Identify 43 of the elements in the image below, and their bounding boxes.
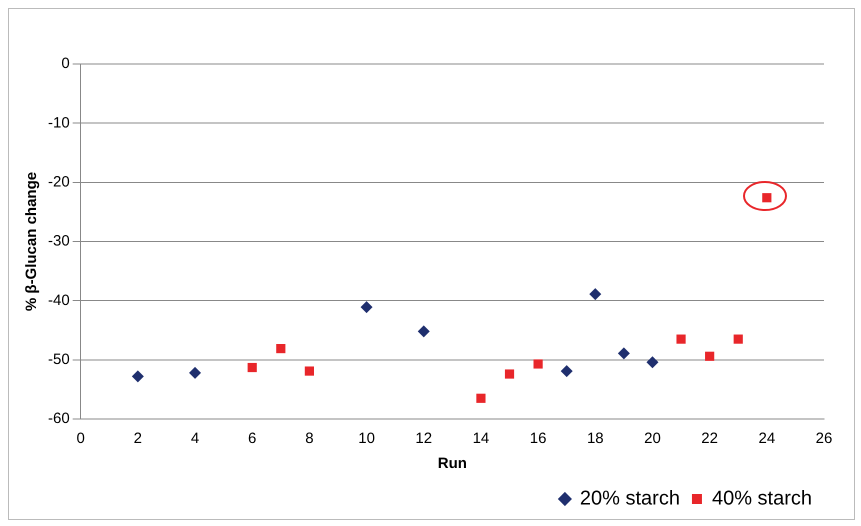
point bbox=[646, 356, 658, 368]
point bbox=[304, 366, 314, 376]
x-axis-title: Run bbox=[438, 455, 467, 472]
x-tick-label: 16 bbox=[530, 430, 546, 448]
y-tick-label: -20 bbox=[48, 173, 70, 190]
point bbox=[476, 394, 486, 403]
point bbox=[276, 344, 286, 354]
x-tick-label: 10 bbox=[358, 430, 375, 448]
y-tick-label: -30 bbox=[48, 232, 70, 250]
y-tick-label: -40 bbox=[48, 292, 70, 309]
point bbox=[762, 193, 772, 202]
x-tick-label: 26 bbox=[816, 430, 832, 448]
legend-label: 20% starch bbox=[580, 488, 680, 510]
legend-label: 40% starch bbox=[712, 488, 812, 510]
y-tick-label: -50 bbox=[48, 350, 70, 368]
point bbox=[705, 352, 714, 361]
x-tick-label: 8 bbox=[305, 430, 314, 448]
point bbox=[360, 301, 373, 314]
point bbox=[676, 334, 686, 344]
point bbox=[418, 325, 430, 338]
point bbox=[189, 366, 202, 379]
point bbox=[504, 369, 514, 379]
point bbox=[589, 288, 602, 300]
point bbox=[132, 370, 144, 382]
point bbox=[248, 362, 257, 372]
x-tick-label: 12 bbox=[415, 430, 432, 448]
x-tick-label: 22 bbox=[701, 430, 718, 448]
x-tick-label: 24 bbox=[758, 430, 776, 448]
y-tick-label: -10 bbox=[48, 114, 70, 132]
y-axis-title: % β-Glucan change bbox=[23, 172, 40, 312]
point bbox=[560, 365, 573, 378]
point bbox=[534, 359, 543, 369]
x-tick-label: 0 bbox=[76, 430, 85, 448]
point bbox=[734, 334, 743, 344]
x-tick-label: 20 bbox=[644, 430, 661, 448]
point bbox=[618, 347, 630, 360]
x-tick-label: 2 bbox=[134, 430, 142, 448]
x-tick-label: 18 bbox=[586, 430, 604, 448]
y-tick-label: 0 bbox=[61, 55, 70, 72]
x-tick-label: 4 bbox=[190, 430, 200, 448]
y-tick-label: -60 bbox=[48, 410, 70, 428]
x-tick-label: 14 bbox=[472, 430, 490, 448]
x-tick-label: 6 bbox=[248, 430, 256, 448]
